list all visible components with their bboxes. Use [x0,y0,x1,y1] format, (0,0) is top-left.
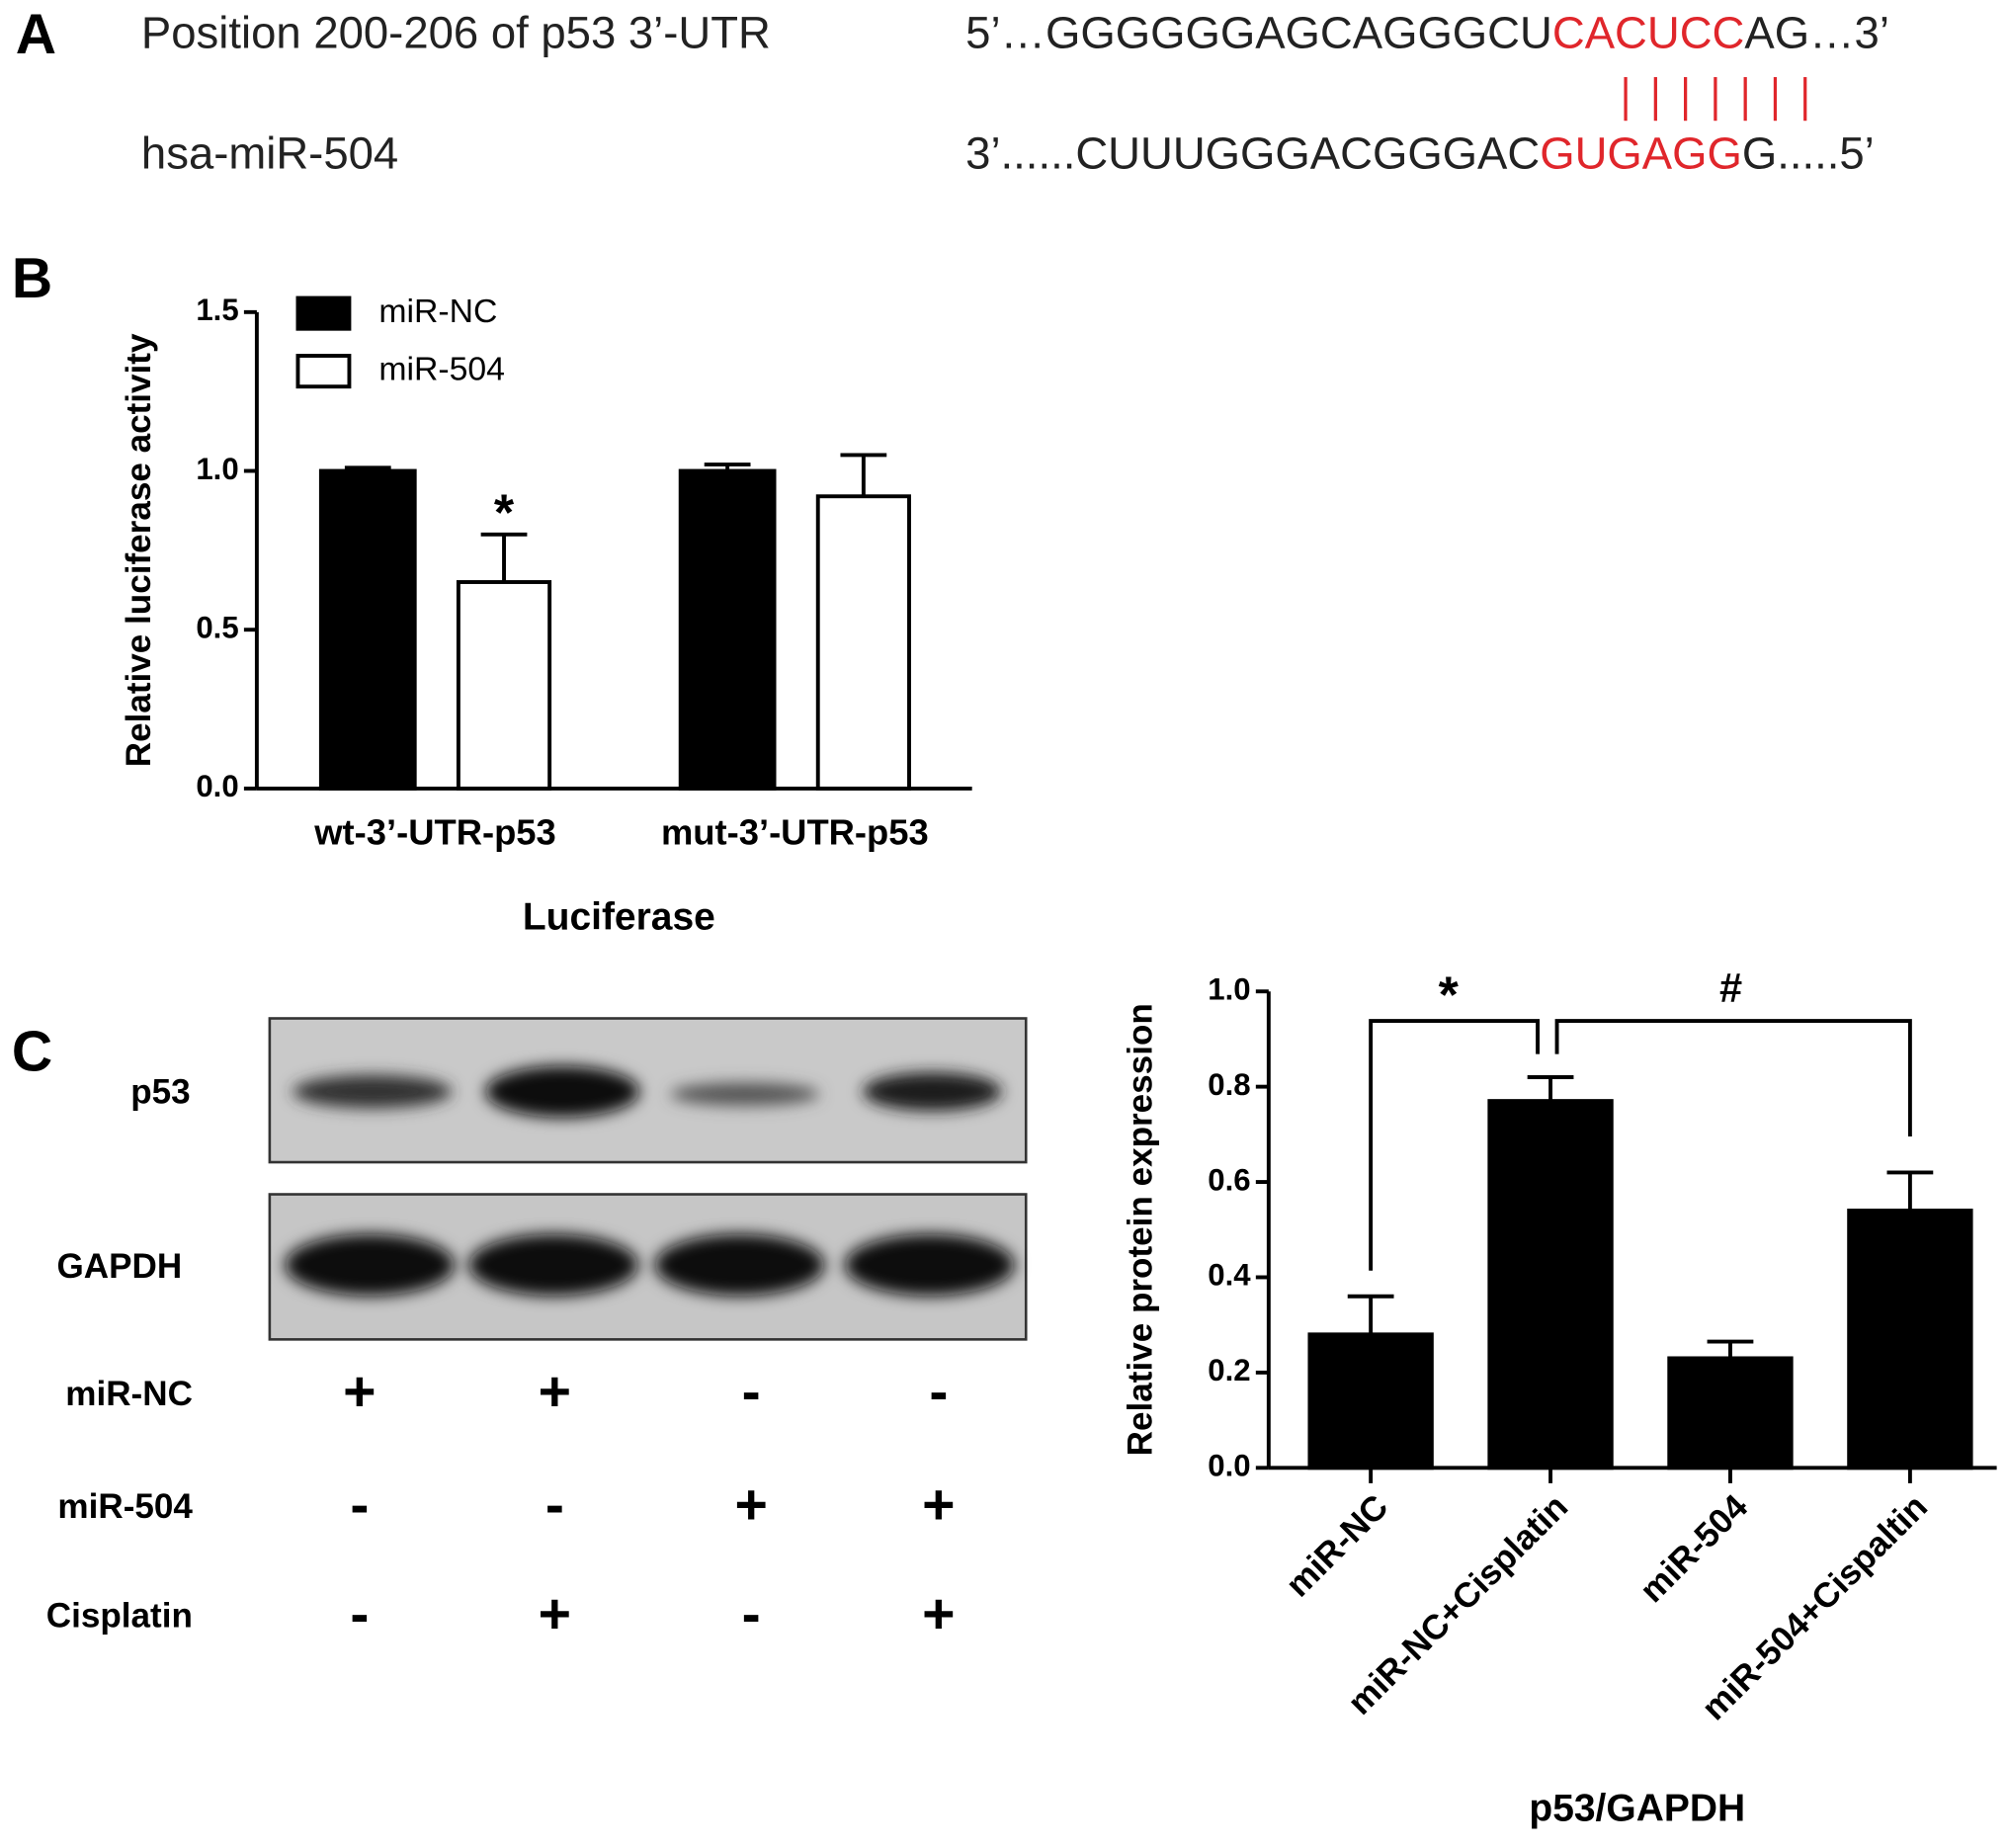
legend-swatch [295,295,352,331]
conditions: miR-NC + + - - miR-504 - - + + Cisplatin - + - + [46,1361,956,1646]
condition-label: miR-504 [57,1487,193,1526]
condition-sign: + [539,1361,571,1424]
annotation: * [1439,967,1460,1025]
y-tick-label: 0.2 [1208,1353,1250,1387]
band [670,1082,820,1106]
band [468,1233,638,1297]
mirna-label: hsa-miR-504 [141,128,398,179]
legend-label: miR-504 [378,351,505,388]
condition-sign: - [742,1361,761,1424]
condition-sign: - [350,1473,369,1537]
seed-match: CACUCC [1552,7,1745,57]
panel-label: A [16,3,56,66]
condition-sign: + [734,1473,767,1537]
y-axis-title: Relative luciferase activity [120,333,158,767]
x-tick-label: mut-3’-UTR-p53 [661,811,929,852]
band [845,1233,1015,1297]
base-pairing [1624,77,1807,122]
band-label: GAPDH [57,1247,183,1286]
utr-label: Position 200-206 of p53 3’-UTR [141,7,771,57]
band [485,1065,640,1118]
y-tick-label: 0.0 [1208,1449,1250,1483]
condition-sign: + [343,1361,376,1424]
bar [1847,1209,1973,1470]
bar [1667,1356,1794,1470]
band [293,1074,453,1109]
y-tick-label: 1.0 [196,452,238,486]
condition-sign: + [922,1473,955,1537]
mirna-sequence: 3’......CUUUGGGACGGGACGUGAGGG.....5’ [965,128,1875,179]
bar [815,494,911,791]
chart-b: 0.0 0.5 1.0 1.5 Relative luciferase activity… [120,293,972,939]
seed-region: GUGAGG [1540,128,1742,179]
condition-sign: - [742,1582,761,1645]
condition-label: Cisplatin [46,1597,193,1636]
band [654,1233,825,1297]
condition-sign: + [539,1582,571,1645]
band [863,1072,1002,1112]
bracket [1369,1019,1541,1271]
bar [318,468,417,791]
condition-sign: - [350,1582,369,1645]
sequence-part: 5’…GGGGGGAGCAGGGCU [965,7,1552,57]
condition-sign: + [922,1582,955,1645]
x-axis-title: Luciferase [523,896,715,939]
legend-swatch [295,354,352,389]
panel-label: B [12,247,52,310]
annotation: * [494,484,515,542]
y-tick-label: 1.0 [1208,971,1250,1006]
y-tick-label: 0.4 [1208,1258,1251,1293]
x-tick-label: wt-3’-UTR-p53 [313,811,556,852]
condition-sign: - [545,1473,564,1537]
bracket [1554,1019,1912,1137]
sequence-part: 3’......CUUUGGGACGGGAC [965,128,1540,179]
condition-sign: - [929,1361,948,1424]
legend-label: miR-NC [378,293,497,330]
bands [285,1065,1015,1297]
bar [1307,1332,1434,1470]
band [285,1233,455,1297]
x-axis-title: p53/GAPDH [1529,1788,1745,1830]
y-tick-label: 0.6 [1208,1162,1250,1197]
y-tick-label: 1.5 [196,293,238,327]
condition-label: miR-NC [65,1375,193,1413]
y-tick-label: 0.5 [196,610,238,644]
bar [678,468,777,791]
panel-label: C [12,1020,52,1083]
annotation: # [1719,965,1742,1011]
y-axis-title: Relative protein expression [1122,1003,1160,1456]
utr-sequence: 5’…GGGGGGAGCAGGGCUCACUCCAG…3’ [965,7,1889,57]
sequence-part: G.....5’ [1742,128,1875,179]
band-label: p53 [130,1072,190,1111]
y-tick-label: 0.0 [196,769,238,803]
y-tick-label: 0.8 [1208,1067,1250,1102]
bar [1487,1099,1614,1470]
bar [456,580,552,791]
sequence-part: AG…3’ [1744,7,1889,57]
